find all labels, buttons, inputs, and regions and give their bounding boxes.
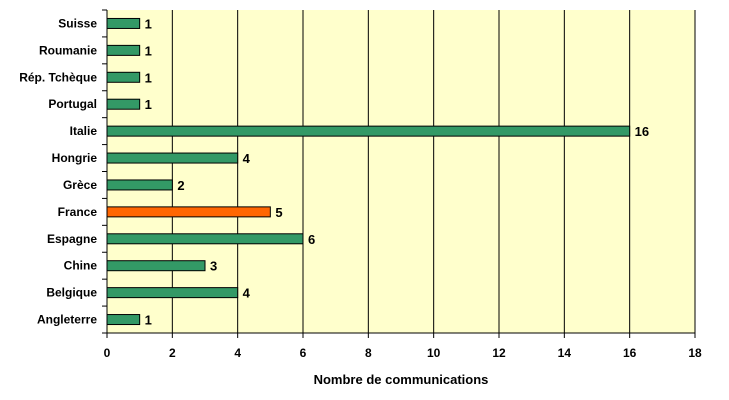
category-label-angleterre: Angleterre xyxy=(37,313,97,327)
value-label-angleterre: 1 xyxy=(145,313,152,328)
x-tick-label-4: 4 xyxy=(234,346,241,360)
x-tick-label-8: 8 xyxy=(365,346,372,360)
bar-portugal xyxy=(106,98,141,110)
x-tick-label-14: 14 xyxy=(558,346,572,360)
x-tick-label-0: 0 xyxy=(104,346,111,360)
x-tick-label-18: 18 xyxy=(688,346,702,360)
bar-r-p-tch-que xyxy=(106,71,141,83)
bar-angleterre xyxy=(106,314,141,326)
category-label-r-p-tch-que: Rép. Tchèque xyxy=(19,70,97,84)
value-label-r-p-tch-que: 1 xyxy=(145,70,152,85)
x-tick-label-6: 6 xyxy=(300,346,307,360)
bar-france xyxy=(106,206,271,218)
category-label-chine: Chine xyxy=(64,259,98,273)
value-label-portugal: 1 xyxy=(145,97,152,112)
bar-suisse xyxy=(106,17,141,29)
x-tick-label-16: 16 xyxy=(623,346,637,360)
category-label-portugal: Portugal xyxy=(48,97,97,111)
category-label-suisse: Suisse xyxy=(58,16,97,30)
x-tick-label-12: 12 xyxy=(492,346,506,360)
value-label-italie: 16 xyxy=(635,124,649,139)
bar-chine xyxy=(106,260,206,272)
value-label-belgique: 4 xyxy=(243,286,251,301)
plot-area xyxy=(107,10,695,333)
category-label-france: France xyxy=(58,205,98,219)
category-label-espagne: Espagne xyxy=(47,232,97,246)
x-tick-label-10: 10 xyxy=(427,346,441,360)
bar-italie xyxy=(106,125,631,137)
bar-roumanie xyxy=(106,44,141,56)
value-label-espagne: 6 xyxy=(308,232,315,247)
bar-espagne xyxy=(106,233,304,245)
category-label-belgique: Belgique xyxy=(46,286,97,300)
x-axis-title: Nombre de communications xyxy=(314,372,489,387)
value-label-gr-ce: 2 xyxy=(177,178,184,193)
bar-hongrie xyxy=(106,152,239,164)
category-label-hongrie: Hongrie xyxy=(52,151,98,165)
value-label-roumanie: 1 xyxy=(145,43,152,58)
category-label-roumanie: Roumanie xyxy=(39,43,97,57)
x-tick-label-2: 2 xyxy=(169,346,176,360)
value-label-suisse: 1 xyxy=(145,16,152,31)
value-label-france: 5 xyxy=(275,205,282,220)
category-label-gr-ce: Grèce xyxy=(63,178,97,192)
category-label-italie: Italie xyxy=(70,124,98,138)
bar-belgique xyxy=(106,287,239,299)
value-label-chine: 3 xyxy=(210,259,217,274)
bar-gr-ce xyxy=(106,179,173,191)
value-label-hongrie: 4 xyxy=(243,151,251,166)
